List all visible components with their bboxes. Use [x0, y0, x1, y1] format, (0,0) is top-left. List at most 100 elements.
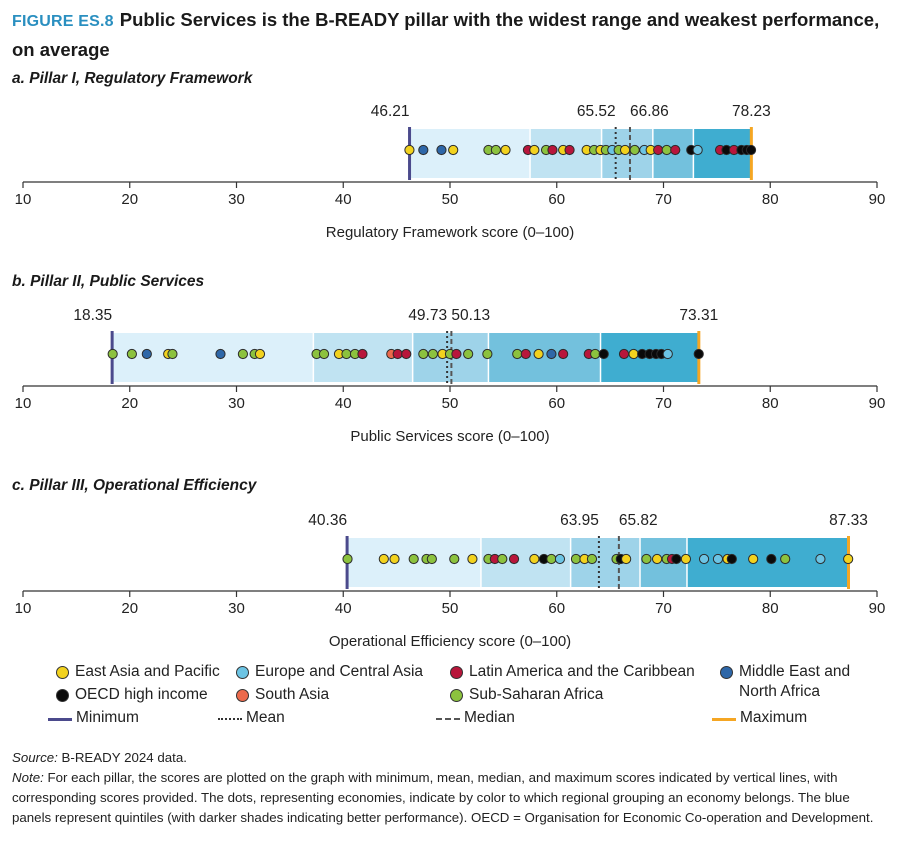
x-tick-label: 50	[442, 600, 459, 617]
economy-dot	[590, 348, 601, 360]
x-tick-label: 60	[548, 191, 565, 208]
panel-c-title: c. Pillar III, Operational Efficiency	[12, 477, 257, 494]
economy-dot	[408, 553, 419, 565]
legend-item-maximum: Maximum	[712, 708, 807, 728]
economy-dot	[342, 553, 353, 565]
chart-operational-efficiency: 10 20 30 40 50 60 70 80 90 Operational Efficiency…	[15, 512, 886, 650]
economy-dot	[463, 348, 474, 360]
panel-a-title: a. Pillar I, Regulatory Framework	[12, 70, 253, 87]
x-tick-label: 20	[121, 191, 138, 208]
x-tick-label: 50	[442, 395, 459, 412]
economy-dot	[389, 553, 400, 565]
legend-label: Minimum	[76, 709, 139, 726]
economy-dot	[570, 553, 582, 565]
legend-label: Europe and Central Asia	[255, 663, 424, 680]
x-tick-label: 70	[655, 395, 672, 412]
economy-dot	[641, 553, 652, 565]
legend-swatch	[236, 666, 249, 679]
economy-dot	[680, 553, 692, 565]
legend-label: Sub-Saharan Africa	[469, 686, 604, 703]
legend-item-sub-saharan-africa: Sub-Saharan Africa	[450, 685, 603, 705]
maximum-value-label: 78.23	[732, 103, 771, 120]
chart-public-services: 10 20 30 40 50 60 70 80 90 Public Services score …	[15, 307, 886, 445]
legend-item-oecd-high-income: OECD high income	[56, 685, 208, 705]
economy-dot	[449, 553, 460, 565]
economy-dot	[418, 144, 429, 156]
economy-dot	[215, 348, 226, 360]
minimum-value-label: 40.36	[308, 512, 347, 529]
economy-dot	[529, 144, 540, 156]
x-tick-label: 50	[442, 191, 459, 208]
legend-label: Median	[464, 709, 515, 726]
x-tick-label: 90	[869, 395, 886, 412]
economy-dot	[451, 348, 462, 360]
economy-dot	[766, 553, 777, 565]
economy-dot	[529, 553, 540, 565]
economy-dot	[698, 553, 710, 565]
legend-item-mean: Mean	[218, 708, 285, 728]
economy-dot	[554, 553, 566, 565]
economy-dot	[436, 144, 447, 156]
chart-regulatory-framework: 10 20 30 40 50 60 70 80 90 Regulatory Framework s…	[15, 103, 886, 241]
note-label: Note:	[12, 770, 44, 785]
x-tick-label: 20	[121, 395, 138, 412]
legend-item-median: Median	[436, 708, 515, 728]
x-axis-title: Operational Efficiency score (0–100)	[329, 633, 571, 650]
economy-dot	[392, 348, 403, 360]
panel-b-title: b. Pillar II, Public Services	[12, 273, 205, 290]
economy-dot	[653, 144, 664, 156]
mean-line-icon	[218, 718, 242, 720]
economy-dot	[629, 144, 640, 156]
economy-dot	[448, 144, 459, 156]
economy-dot	[628, 348, 639, 360]
economy-dot	[780, 553, 791, 565]
legend-label: Middle East and North Africa	[739, 663, 851, 700]
x-tick-label: 70	[655, 600, 672, 617]
economy-dot	[237, 348, 249, 360]
legend-swatch	[236, 689, 249, 702]
economy-dot	[651, 553, 663, 565]
economy-dot	[126, 348, 137, 360]
x-tick-label: 10	[15, 395, 32, 412]
economy-dot	[546, 553, 557, 565]
legend-label: East Asia and Pacific	[75, 663, 220, 680]
legend-label: Maximum	[740, 709, 808, 726]
economy-dot	[341, 348, 352, 360]
legend-item-south-asia: South Asia	[236, 685, 329, 705]
economy-dot	[512, 348, 523, 360]
economy-dot	[167, 348, 178, 360]
economy-dot	[558, 348, 569, 360]
minimum-value-label: 18.35	[73, 307, 112, 324]
maximum-line-icon	[712, 718, 736, 721]
economy-dot	[254, 348, 266, 360]
economy-dot	[497, 553, 508, 565]
x-tick-label: 90	[869, 191, 886, 208]
economy-dot	[692, 144, 703, 156]
economy-dot	[427, 348, 439, 360]
figure-label: FIGURE ES.8	[12, 13, 114, 30]
economy-dot	[404, 144, 415, 156]
legend-item-middle-east-north-africa: Middle East and North Africa	[720, 662, 879, 702]
x-axis-title: Regulatory Framework score (0–100)	[326, 224, 574, 241]
legend-item-minimum: Minimum	[48, 708, 139, 728]
legend-label: Mean	[246, 709, 285, 726]
legend-swatch	[720, 666, 733, 679]
economy-dot	[843, 553, 854, 565]
economy-dot	[661, 144, 672, 156]
x-tick-label: 40	[335, 191, 352, 208]
economy-dot	[815, 553, 826, 565]
legend-label: Latin America and the Caribbean	[469, 663, 695, 680]
legend-item-east-asia-pacific: East Asia and Pacific	[56, 662, 220, 682]
legend-label: OECD high income	[75, 686, 208, 703]
economy-dot	[546, 348, 557, 360]
economy-dot	[107, 348, 118, 360]
economy-dot	[662, 348, 673, 360]
economy-dot	[547, 144, 558, 156]
x-tick-label: 60	[548, 600, 565, 617]
economy-dot	[670, 144, 681, 156]
x-tick-label: 80	[762, 395, 779, 412]
mean-value-label: 65.52	[577, 103, 616, 120]
x-tick-label: 60	[548, 395, 565, 412]
figure-title: FIGURE ES.8 Public Services is the B-READ…	[12, 6, 892, 64]
legend-swatch	[450, 666, 463, 679]
